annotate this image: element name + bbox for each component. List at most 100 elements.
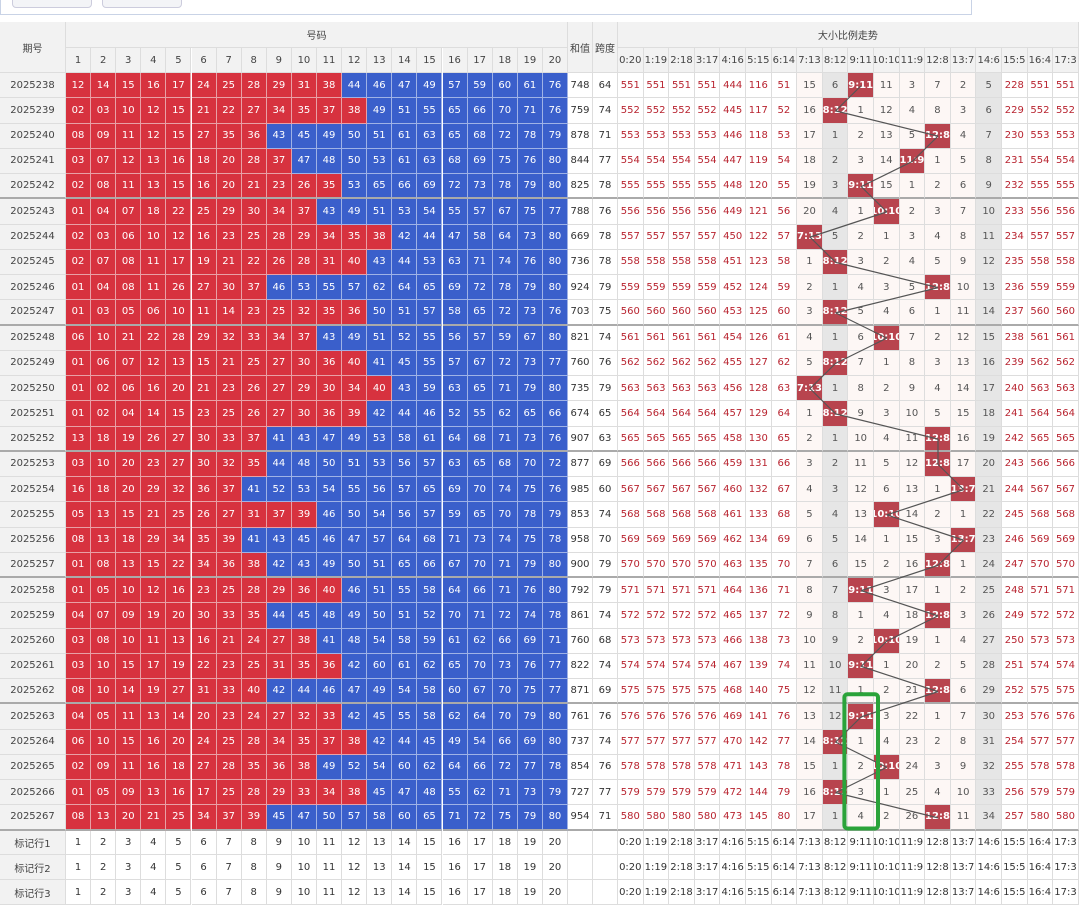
footer-label: 标记行3 <box>0 880 66 905</box>
drawn-number: 57 <box>417 451 443 477</box>
drawn-number: 64 <box>442 578 468 604</box>
drawn-number: 50 <box>317 805 343 831</box>
hit-ratio: 12:8 <box>925 805 951 831</box>
drawn-number: 48 <box>417 780 443 806</box>
issue: 2025247 <box>0 300 66 326</box>
drawn-number: 23 <box>216 653 242 679</box>
drawn-number: 28 <box>166 325 192 351</box>
miss-count: 6 <box>822 73 849 99</box>
miss-count: 576 <box>1053 704 1079 730</box>
miss-count: 4 <box>822 199 849 225</box>
miss-count: 12 <box>976 249 1002 275</box>
tab-button[interactable] <box>102 0 182 8</box>
miss-count: 580 <box>618 805 644 831</box>
drawn-number: 16 <box>66 477 92 503</box>
drawn-number: 58 <box>467 224 493 250</box>
footer-number: 5 <box>166 830 192 856</box>
footer-number: 13 <box>367 830 393 856</box>
drawn-number: 66 <box>392 174 418 200</box>
miss-count: 17 <box>950 451 977 477</box>
drawn-number: 09 <box>91 123 117 149</box>
drawn-number: 01 <box>66 376 92 402</box>
miss-count: 235 <box>1002 249 1028 275</box>
drawn-number: 30 <box>317 376 343 402</box>
drawn-number: 74 <box>492 477 518 503</box>
miss-count: 463 <box>720 552 746 578</box>
miss-count: 5 <box>797 350 823 376</box>
drawn-number: 48 <box>317 603 343 629</box>
drawn-number: 43 <box>392 376 418 402</box>
drawn-number: 49 <box>342 199 368 225</box>
drawn-number: 42 <box>266 679 292 705</box>
sum: 674 <box>568 401 593 427</box>
hit-ratio: 13:7 <box>950 477 977 503</box>
issue: 2025266 <box>0 780 66 806</box>
number-col-label: 10 <box>291 48 317 73</box>
miss-count: 58 <box>771 249 798 275</box>
miss-count: 565 <box>694 426 721 452</box>
drawn-number: 17 <box>141 653 167 679</box>
miss-count: 448 <box>720 174 746 200</box>
drawn-number: 35 <box>241 451 267 477</box>
miss-count: 3 <box>899 224 926 250</box>
drawn-number: 27 <box>266 350 292 376</box>
tab-button[interactable] <box>12 0 92 8</box>
hit-ratio: 8:12 <box>822 350 849 376</box>
miss-count: 570 <box>694 552 721 578</box>
drawn-number: 11 <box>116 123 142 149</box>
hit-ratio: 10:10 <box>874 628 900 654</box>
miss-count: 553 <box>694 123 721 149</box>
drawn-number: 68 <box>467 123 493 149</box>
drawn-number: 47 <box>317 426 343 452</box>
drawn-number: 41 <box>241 477 267 503</box>
miss-count: 553 <box>1053 123 1079 149</box>
miss-count: 27 <box>976 628 1002 654</box>
sum: 735 <box>568 376 593 402</box>
miss-count: 459 <box>720 451 746 477</box>
issue: 2025248 <box>0 325 66 351</box>
sum: 759 <box>568 98 593 124</box>
drawn-number: 23 <box>191 401 217 427</box>
miss-count: 556 <box>694 199 721 225</box>
drawn-number: 53 <box>342 174 368 200</box>
miss-count: 246 <box>1002 527 1028 553</box>
drawn-number: 67 <box>492 199 518 225</box>
miss-count: 121 <box>746 199 772 225</box>
drawn-number: 80 <box>542 704 568 730</box>
footer-ratio: 10:10 <box>874 855 900 881</box>
drawn-number: 16 <box>141 376 167 402</box>
issue: 2025265 <box>0 754 66 780</box>
drawn-number: 19 <box>141 603 167 629</box>
miss-count: 560 <box>1053 300 1079 326</box>
drawn-number: 23 <box>191 578 217 604</box>
miss-count: 230 <box>1002 123 1028 149</box>
miss-count: 450 <box>720 224 746 250</box>
drawn-number: 13 <box>141 704 167 730</box>
drawn-number: 78 <box>492 174 518 200</box>
footer-ratio: 2:18 <box>669 830 695 856</box>
miss-count: 569 <box>669 527 695 553</box>
drawn-number: 57 <box>392 477 418 503</box>
drawn-number: 15 <box>166 401 192 427</box>
span: 65 <box>593 401 618 427</box>
drawn-number: 18 <box>141 199 167 225</box>
number-col-label: 11 <box>317 48 343 73</box>
drawn-number: 10 <box>116 98 142 124</box>
header-span: 跨度 <box>593 22 618 73</box>
number-col-label: 16 <box>442 48 468 73</box>
footer-number: 14 <box>392 830 418 856</box>
drawn-number: 76 <box>542 98 568 124</box>
miss-count: 568 <box>694 502 721 528</box>
span: 71 <box>593 123 618 149</box>
drawn-number: 21 <box>216 350 242 376</box>
drawn-number: 35 <box>342 224 368 250</box>
drawn-number: 77 <box>542 679 568 705</box>
miss-count: 1 <box>822 426 849 452</box>
footer-number: 14 <box>392 880 418 905</box>
span: 71 <box>593 805 618 831</box>
footer-ratio: 10:10 <box>874 830 900 856</box>
drawn-number: 35 <box>291 729 317 755</box>
footer-ratio: 1:19 <box>643 830 670 856</box>
drawn-number: 20 <box>166 729 192 755</box>
miss-count: 555 <box>669 174 695 200</box>
